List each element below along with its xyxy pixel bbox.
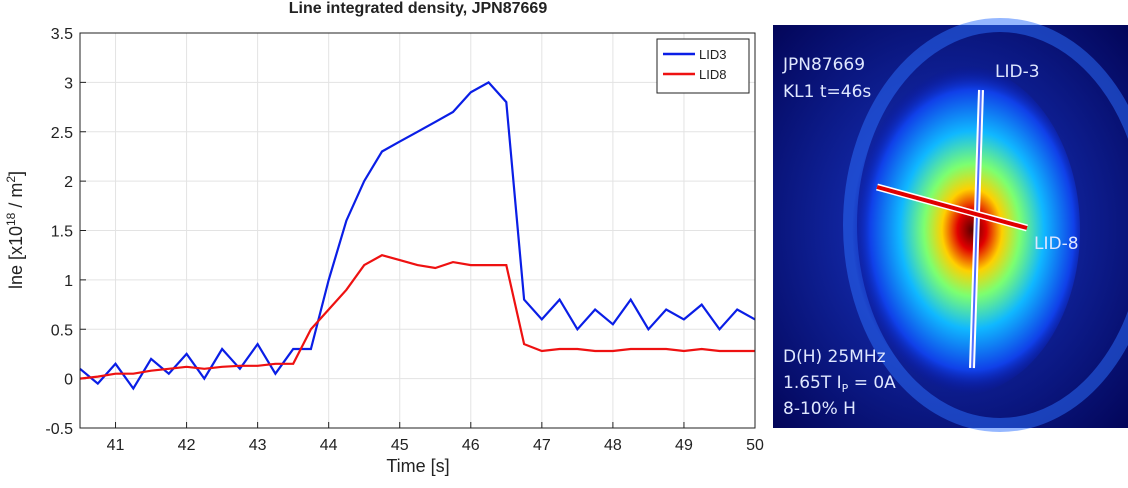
photo-label: JPN87669 xyxy=(782,55,865,75)
photo: JPN87669 KL1 t=46s LID-3 LID-8 D(H) 25MH… xyxy=(773,18,1128,432)
legend-label: LID3 xyxy=(699,47,726,62)
lid3-chord-core xyxy=(971,89,982,369)
y-axis-label-part: lne [x10 xyxy=(6,226,26,289)
plasma-glow xyxy=(840,65,1080,395)
y-tick-label: 1.5 xyxy=(51,224,73,241)
x-tick-label: 44 xyxy=(320,437,338,454)
y-tick-label: 2.5 xyxy=(51,125,73,142)
y-axis-label-part: 18 xyxy=(4,212,18,226)
y-tick-label: 3 xyxy=(64,75,73,92)
y-tick-label: 2 xyxy=(64,174,73,191)
y-tick-label: 3.5 xyxy=(51,26,73,43)
y-axis-label-part: ] xyxy=(6,171,26,176)
data-line xyxy=(79,254,755,380)
photo-label: D(H) 25MHz xyxy=(783,347,886,367)
photo-label: 8-10% H xyxy=(783,399,856,419)
x-tick-label: 49 xyxy=(675,437,693,454)
x-tick-label: 43 xyxy=(249,437,267,454)
y-tick-label: 1 xyxy=(64,273,73,290)
plot-area: -0.5 0 0.5 1 1.5 2 2.5 3 3.5 41 42 43 44 45 46 47 48 49 50… xyxy=(45,26,764,454)
y-tick-label: -0.5 xyxy=(45,421,73,438)
photo-label: P xyxy=(842,382,849,395)
photo-label: LID-3 xyxy=(995,62,1040,82)
axes-box xyxy=(79,32,756,429)
lid8-chord-core xyxy=(876,185,1028,230)
photo-label: KL1 t=46s xyxy=(783,82,871,102)
legend: LID3 LID8 xyxy=(656,38,750,94)
photo-label: = 0A xyxy=(848,373,896,393)
photo-label: 1.65T I xyxy=(783,373,842,393)
y-axis-label-part: 2 xyxy=(4,176,18,183)
x-tick-label: 45 xyxy=(391,437,409,454)
photo-label: LID-8 xyxy=(1034,234,1079,254)
y-axis-label-part: / m xyxy=(6,183,26,213)
x-tick-label: 48 xyxy=(604,437,622,454)
legend-label: LID8 xyxy=(699,67,726,82)
x-tick-label: 50 xyxy=(746,437,764,454)
x-tick-label: 42 xyxy=(178,437,196,454)
y-axis-label: lne [x1018 / m2] xyxy=(4,171,26,289)
legend-box xyxy=(656,38,750,94)
data-line xyxy=(79,81,756,391)
y-tick-label: 0.5 xyxy=(51,322,73,339)
photo-label: 1.65T IP = 0A xyxy=(783,373,896,395)
x-tick-label: 41 xyxy=(107,437,125,454)
x-tick-label: 46 xyxy=(462,437,480,454)
chart-title: Line integrated density, JPN87669 xyxy=(289,0,548,17)
x-axis-label: Time [s] xyxy=(386,456,449,476)
x-tick-label: 47 xyxy=(533,437,551,454)
y-tick-label: 0 xyxy=(64,372,73,389)
